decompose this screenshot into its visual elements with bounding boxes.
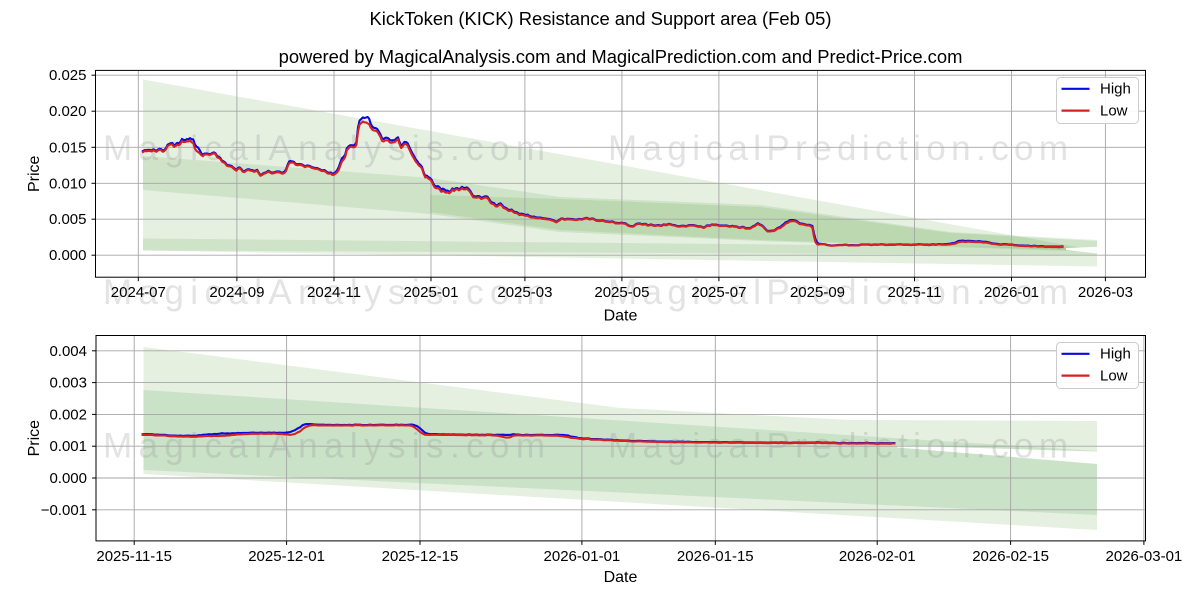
svg-text:0.001: 0.001 bbox=[49, 438, 87, 455]
svg-text:0.003: 0.003 bbox=[49, 375, 87, 392]
svg-text:0.004: 0.004 bbox=[49, 343, 87, 360]
svg-text:Price: Price bbox=[26, 155, 43, 192]
svg-text:2025-09: 2025-09 bbox=[790, 284, 845, 301]
svg-text:2024-07: 2024-07 bbox=[111, 284, 166, 301]
svg-text:2025-12-01: 2025-12-01 bbox=[248, 548, 325, 565]
svg-text:MagicalPrediction.com: MagicalPrediction.com bbox=[608, 273, 1068, 312]
svg-text:2025-07: 2025-07 bbox=[691, 284, 746, 301]
svg-text:0.025: 0.025 bbox=[49, 67, 87, 84]
svg-text:0.010: 0.010 bbox=[49, 175, 87, 192]
svg-text:2025-05: 2025-05 bbox=[594, 284, 649, 301]
svg-text:2024-09: 2024-09 bbox=[209, 284, 264, 301]
svg-text:0.002: 0.002 bbox=[49, 406, 87, 423]
svg-text:2026-03-01: 2026-03-01 bbox=[1106, 548, 1183, 565]
svg-text:0.020: 0.020 bbox=[49, 103, 87, 120]
svg-text:Price: Price bbox=[26, 420, 43, 457]
svg-text:MagicalPrediction.com: MagicalPrediction.com bbox=[608, 129, 1068, 168]
svg-text:Date: Date bbox=[604, 569, 638, 586]
svg-text:0.005: 0.005 bbox=[49, 211, 87, 228]
svg-text:2025-03: 2025-03 bbox=[497, 284, 552, 301]
svg-text:KickToken (KICK) Resistance an: KickToken (KICK) Resistance and Support … bbox=[369, 8, 831, 29]
svg-text:2026-03: 2026-03 bbox=[1078, 284, 1133, 301]
svg-text:MagicalAnalysis.com: MagicalAnalysis.com bbox=[103, 129, 545, 168]
svg-text:2025-11-15: 2025-11-15 bbox=[96, 548, 172, 565]
svg-text:0.015: 0.015 bbox=[49, 139, 87, 156]
svg-text:High: High bbox=[1100, 81, 1131, 98]
svg-text:0.000: 0.000 bbox=[49, 470, 87, 487]
svg-text:MagicalAnalysis.com: MagicalAnalysis.com bbox=[103, 273, 545, 312]
svg-text:High: High bbox=[1100, 346, 1131, 363]
svg-text:2026-02-15: 2026-02-15 bbox=[972, 548, 1049, 565]
svg-text:Low: Low bbox=[1100, 102, 1128, 119]
svg-text:0.000: 0.000 bbox=[49, 247, 87, 264]
svg-text:powered by MagicalAnalysis.com: powered by MagicalAnalysis.com and Magic… bbox=[279, 46, 963, 67]
svg-text:Date: Date bbox=[604, 308, 638, 325]
svg-text:2026-02-01: 2026-02-01 bbox=[839, 548, 916, 565]
svg-text:−0.001: −0.001 bbox=[41, 502, 87, 519]
svg-text:2025-12-15: 2025-12-15 bbox=[382, 548, 459, 565]
svg-text:2025-01: 2025-01 bbox=[403, 284, 458, 301]
svg-text:2026-01-01: 2026-01-01 bbox=[544, 548, 621, 565]
svg-text:2024-11: 2024-11 bbox=[307, 284, 361, 301]
svg-text:2025-11: 2025-11 bbox=[888, 284, 942, 301]
svg-text:2026-01-15: 2026-01-15 bbox=[677, 548, 754, 565]
svg-text:Low: Low bbox=[1100, 367, 1128, 384]
svg-text:2026-01: 2026-01 bbox=[984, 284, 1039, 301]
